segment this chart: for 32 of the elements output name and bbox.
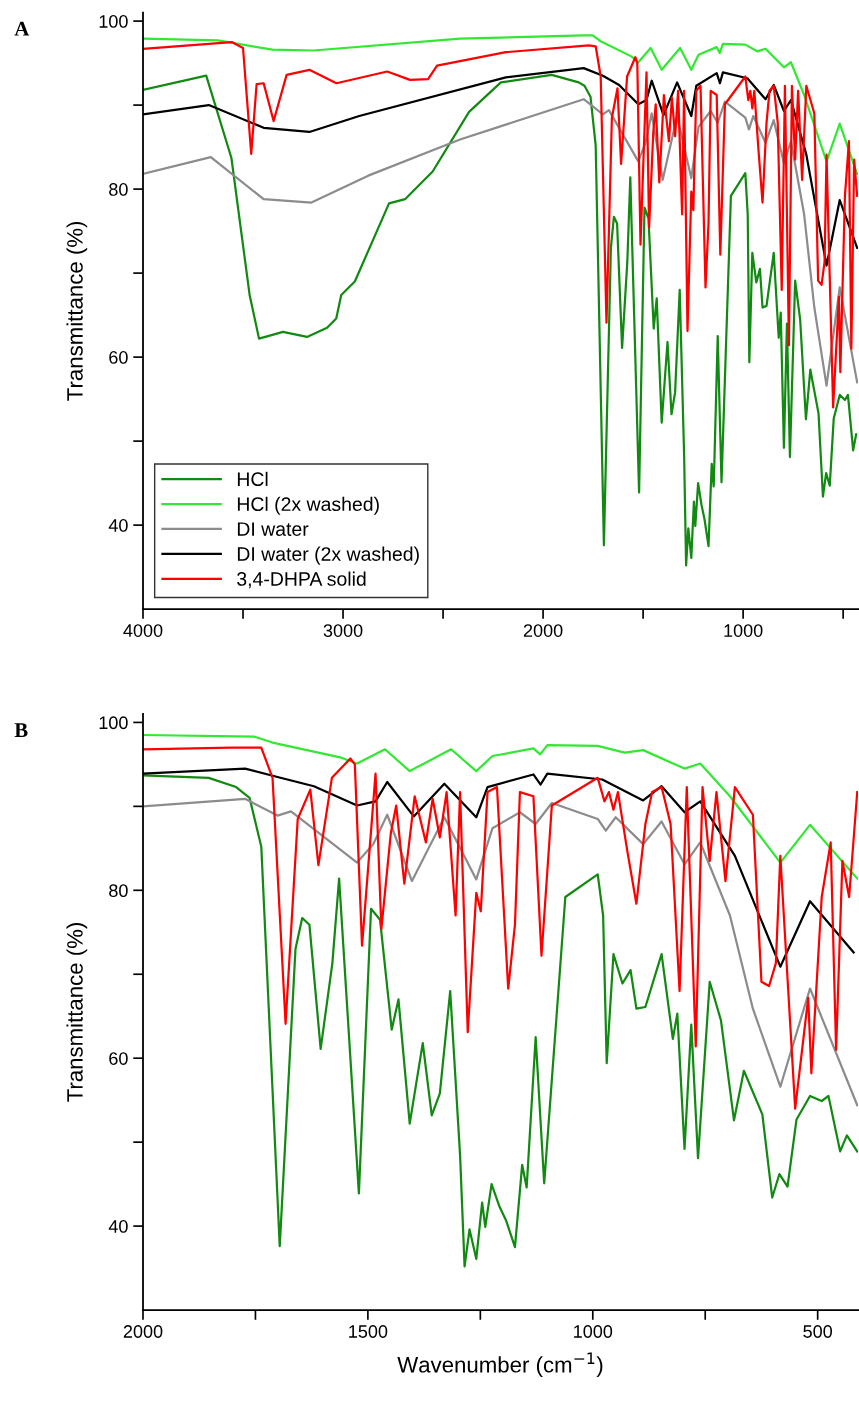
- y-tick-label: 100: [99, 15, 128, 28]
- x-tick-label: 500: [803, 1325, 833, 1338]
- y-tick-label: 60: [109, 351, 128, 364]
- line-series: [143, 98, 859, 387]
- y-axis-title: Transmittance (%): [66, 923, 88, 1102]
- legend-label: DI water (2x washed): [237, 546, 419, 565]
- line-series: [143, 73, 858, 567]
- line-series: [143, 733, 859, 880]
- x-tick-label: 1000: [574, 1325, 613, 1338]
- y-tick-label: 40: [108, 1220, 128, 1233]
- chart-title: A: [14, 21, 30, 36]
- y-tick-label: 80: [109, 884, 128, 898]
- x-tick-label: 3000: [323, 624, 363, 637]
- x-tick-label: 1000: [724, 624, 763, 637]
- x-tick-label: 4000: [123, 624, 163, 637]
- legend-label: HCl: [237, 471, 268, 487]
- legend-label: 3,4-DHPA solid: [237, 571, 366, 589]
- line-series: [143, 34, 859, 176]
- line-series: [143, 774, 859, 1268]
- legend-label: HCl (2x washed): [237, 496, 379, 515]
- y-axis-title: Transmittance (%): [66, 221, 88, 401]
- y-tick-label: 100: [99, 716, 128, 730]
- y-tick-label: 80: [109, 183, 128, 196]
- chart-title: B: [14, 723, 28, 737]
- x-tick-label: 2000: [123, 1325, 163, 1338]
- x-axis-title: Wavenumber (cm$^{−1}$): [397, 1352, 603, 1378]
- line-series: [143, 40, 859, 409]
- legend-label: DI water: [237, 522, 309, 536]
- x-tick-label: 2000: [523, 624, 563, 637]
- x-tick-label: 1500: [349, 1325, 388, 1338]
- y-tick-label: 60: [109, 1052, 128, 1065]
- y-tick-label: 40: [108, 519, 128, 532]
